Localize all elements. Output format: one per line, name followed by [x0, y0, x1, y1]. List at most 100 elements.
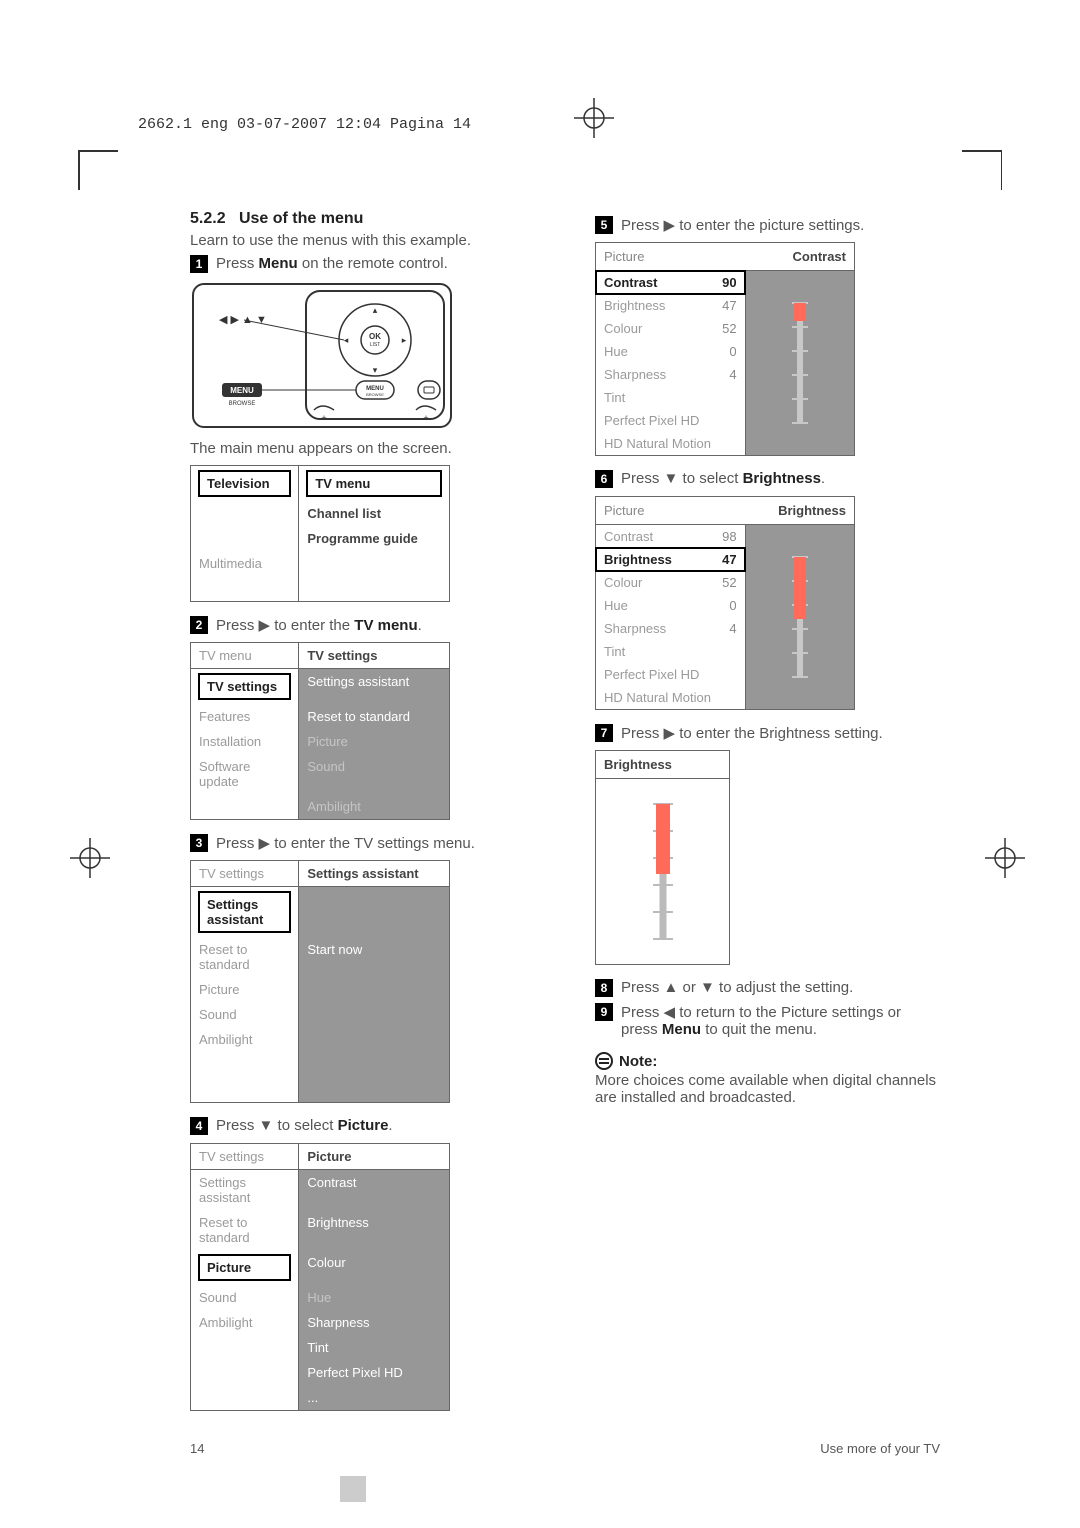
- menu-item: Installation: [191, 729, 299, 754]
- crop-mark: [962, 150, 1002, 152]
- picture-brightness-panel: Picture Brightness Contrast98Brightness47…: [595, 496, 855, 710]
- setting-row: Contrast98: [596, 525, 745, 548]
- step-number-icon: 5: [595, 216, 613, 234]
- crop-mark: [1001, 150, 1003, 190]
- panel-title: Picture: [604, 503, 644, 518]
- setting-row: Colour52: [596, 571, 745, 594]
- crop-mark: [78, 150, 80, 190]
- setting-row: Hue0: [596, 594, 745, 617]
- menu-item: Colour: [299, 1250, 449, 1285]
- crop-mark: [78, 150, 118, 152]
- menu-item: Perfect Pixel HD: [299, 1360, 449, 1385]
- menu-item: Start now: [299, 937, 449, 977]
- footer-label: Use more of your TV: [820, 1441, 940, 1456]
- page-footer: 14 Use more of your TV: [190, 1441, 940, 1456]
- step-text: Press ▼ to select Brightness.: [621, 470, 825, 487]
- svg-text:BROWSE: BROWSE: [229, 401, 256, 407]
- menu-item: Software update: [191, 754, 299, 794]
- page-number: 14: [190, 1441, 204, 1456]
- svg-text:▴: ▴: [373, 305, 378, 315]
- menu-item: ...: [299, 1385, 449, 1410]
- svg-text:▾: ▾: [373, 365, 378, 375]
- step-3: 3 Press ▶ to enter the TV settings menu.: [190, 834, 535, 852]
- intro-text: Learn to use the menus with this example…: [190, 232, 535, 249]
- setting-row: Perfect Pixel HD: [596, 409, 745, 432]
- menu-item: Contrast: [299, 1170, 449, 1210]
- color-patch: [340, 1476, 366, 1502]
- setting-row: HD Natural Motion: [596, 686, 745, 709]
- menu-header: TV settings: [191, 1144, 299, 1169]
- svg-text:LIST: LIST: [370, 342, 381, 348]
- step-number-icon: 4: [190, 1117, 208, 1135]
- setting-row: HD Natural Motion: [596, 432, 745, 455]
- setting-row: Tint: [596, 386, 745, 409]
- setting-row: Perfect Pixel HD: [596, 663, 745, 686]
- setting-row: Brightness47: [596, 294, 745, 317]
- step-7: 7 Press ▶ to enter the Brightness settin…: [595, 724, 940, 742]
- menu-header: TV settings: [191, 861, 299, 886]
- step-8: 8 Press ▲ or ▼ to adjust the setting.: [595, 979, 940, 997]
- menu-header: TV menu: [191, 643, 299, 668]
- menu-item: Reset to standard: [191, 1210, 299, 1250]
- picture-contrast-panel: PictureContrast Contrast90Brightness47Co…: [595, 242, 855, 456]
- note-text: More choices come available when digital…: [595, 1072, 940, 1106]
- step-text: Press ▲ or ▼ to adjust the setting.: [621, 979, 853, 996]
- menu-item-selected: TV settings: [198, 673, 291, 700]
- menu-item: Sound: [191, 1285, 299, 1310]
- menu-item: Reset to standard: [191, 937, 299, 977]
- step-number-icon: 7: [595, 724, 613, 742]
- panel-subtitle: Brightness: [778, 503, 846, 518]
- menu-item-selected: Settings assistant: [198, 891, 291, 933]
- note-heading: Note:: [595, 1052, 940, 1070]
- step-9: 9 Press ◀ to return to the Picture setti…: [595, 1003, 940, 1038]
- menu-item: Ambilight: [299, 794, 449, 819]
- setting-row: Sharpness4: [596, 363, 745, 386]
- step-number-icon: 6: [595, 470, 613, 488]
- svg-text:◂: ◂: [344, 335, 349, 345]
- menu-item: Settings assistant: [299, 669, 449, 704]
- menu-header: Picture: [299, 1144, 449, 1169]
- menu-item: Ambilight: [191, 1310, 299, 1335]
- menu-main: Television TV menu Channel list Programm…: [190, 465, 450, 602]
- step-4: 4 Press ▼ to select Picture.: [190, 1117, 535, 1135]
- left-column: 5.2.2 Use of the menu Learn to use the m…: [190, 210, 535, 1425]
- menu-item-selected: Television: [198, 470, 291, 497]
- menu-picture-select: TV settings Picture Settings assistantCo…: [190, 1143, 450, 1411]
- page-header-meta: 2662.1 eng 03-07-2007 12:04 Pagina 14: [138, 116, 471, 133]
- panel-title: Brightness: [596, 751, 729, 779]
- picture-settings-list: Contrast98Brightness47Colour52Hue0Sharpn…: [596, 525, 746, 709]
- menu-item-selected: Picture: [198, 1254, 291, 1281]
- svg-text:▸: ▸: [402, 335, 407, 345]
- slider-area: [746, 271, 854, 455]
- right-column: 5 Press ▶ to enter the picture settings.…: [595, 210, 940, 1425]
- menu-item: Sound: [299, 754, 449, 794]
- menu-item: Features: [191, 704, 299, 729]
- slider-area: [746, 525, 854, 709]
- menu-item: Ambilight: [191, 1027, 299, 1052]
- menu-item: Multimedia: [191, 551, 299, 576]
- note-icon: [595, 1052, 613, 1070]
- menu-item: Programme guide: [299, 526, 449, 551]
- menu-header: TV settings: [299, 643, 449, 668]
- menu-item: Tint: [299, 1335, 449, 1360]
- svg-text:◀ ▶ ▲ ▼: ◀ ▶ ▲ ▼: [219, 314, 267, 326]
- page-content: 5.2.2 Use of the menu Learn to use the m…: [190, 210, 940, 1425]
- svg-text:OK: OK: [369, 332, 381, 341]
- picture-settings-list: Contrast90Brightness47Colour52Hue0Sharpn…: [596, 271, 746, 455]
- menu-tvsettings: TV settings Settings assistant Settings …: [190, 860, 450, 1103]
- setting-row: Brightness47: [595, 547, 746, 572]
- section-heading: 5.2.2 Use of the menu: [190, 210, 535, 228]
- menu-item: Brightness: [299, 1210, 449, 1250]
- setting-row: Contrast90: [595, 270, 746, 295]
- setting-row: Tint: [596, 640, 745, 663]
- registration-mark-left: [70, 838, 110, 878]
- svg-text:BROWSE: BROWSE: [366, 392, 384, 397]
- step-text: Press ▶ to enter the picture settings.: [621, 216, 864, 234]
- setting-row: Hue0: [596, 340, 745, 363]
- panel-title: Picture: [604, 249, 644, 264]
- step-6: 6 Press ▼ to select Brightness.: [595, 470, 940, 488]
- step-number-icon: 3: [190, 834, 208, 852]
- menu-item: Picture: [191, 977, 299, 1002]
- step-1: 1 Press Menu on the remote control.: [190, 255, 535, 273]
- step-text: Press ▶ to enter the Brightness setting.: [621, 724, 883, 742]
